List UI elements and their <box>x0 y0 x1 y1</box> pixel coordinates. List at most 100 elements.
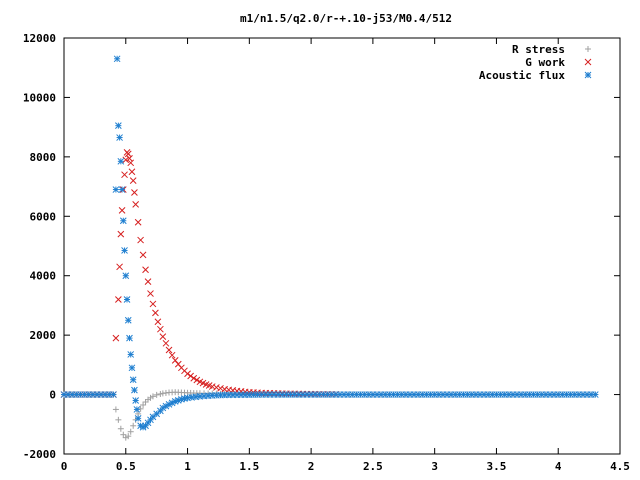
x-tick-label: 4.5 <box>610 460 630 473</box>
axes-ticks: 0 0.5 1 1.5 2 2.5 3 3.5 4 4.5 -2000 0 2000 4000 6000 80… <box>23 32 630 473</box>
series-g-work <box>60 149 340 398</box>
x-tick-label: 4 <box>555 460 562 473</box>
x-tick-label: 1.5 <box>239 460 259 473</box>
data-point <box>129 376 137 384</box>
data-point <box>128 168 136 176</box>
data-point <box>137 236 144 244</box>
data-point <box>115 296 122 303</box>
data-point <box>139 251 147 259</box>
data-point <box>147 290 154 297</box>
x-tick-label: 2 <box>308 460 315 473</box>
data-point <box>126 334 133 342</box>
data-point <box>153 410 161 418</box>
legend-marker <box>584 58 592 66</box>
data-point <box>154 318 162 326</box>
data-point <box>112 186 120 193</box>
data-point <box>149 393 156 400</box>
data-point <box>126 154 133 162</box>
y-tick-label: 6000 <box>30 210 57 223</box>
data-point <box>127 159 135 167</box>
data-point <box>144 278 152 286</box>
data-point <box>165 346 173 354</box>
data-point <box>122 156 130 164</box>
data-point <box>187 372 194 380</box>
data-point <box>208 383 216 390</box>
data-point <box>115 416 122 423</box>
data-point <box>217 384 224 392</box>
legend-marker <box>585 46 591 52</box>
data-point <box>132 201 140 208</box>
data-point <box>190 374 198 382</box>
y-tick-label: 10000 <box>23 91 56 104</box>
data-point <box>134 414 142 422</box>
chart-title: m1/n1.5/q2.0/r-+.10-j53/M0.4/512 <box>240 12 452 25</box>
y-tick-label: 8000 <box>30 151 57 164</box>
data-point <box>115 122 122 130</box>
data-point <box>153 391 160 398</box>
data-points <box>60 55 599 441</box>
data-point <box>125 433 132 440</box>
data-point <box>116 134 123 141</box>
data-point <box>184 370 191 378</box>
data-point <box>112 334 120 342</box>
data-point <box>149 300 157 308</box>
data-point <box>113 55 121 63</box>
data-point <box>134 218 142 226</box>
y-tick-label: 2000 <box>30 329 57 342</box>
data-point <box>137 405 144 412</box>
data-point <box>112 406 119 413</box>
data-point <box>174 397 182 404</box>
x-tick-label: 3 <box>431 460 438 473</box>
x-tick-label: 3.5 <box>487 460 507 473</box>
y-tick-label: 4000 <box>30 270 57 283</box>
series-acoustic-flux <box>60 55 599 431</box>
data-point <box>129 177 137 184</box>
data-point <box>591 391 599 398</box>
data-point <box>117 425 124 432</box>
legend-label: R stress <box>512 43 565 56</box>
data-point <box>127 351 135 358</box>
data-point <box>213 384 220 391</box>
x-tick-label: 2.5 <box>363 460 383 473</box>
data-point <box>159 333 167 340</box>
legend-marker <box>584 71 592 79</box>
legend-label: Acoustic flux <box>479 69 565 82</box>
data-point <box>168 351 176 359</box>
data-point <box>124 316 132 324</box>
data-point <box>133 406 141 413</box>
data-point <box>157 325 164 333</box>
data-point <box>118 186 126 193</box>
y-tick-label: 12000 <box>23 32 56 45</box>
data-point <box>118 206 126 214</box>
data-point <box>121 247 128 254</box>
data-point <box>119 217 127 225</box>
data-point <box>193 376 201 384</box>
x-tick-label: 0.5 <box>116 460 136 473</box>
data-point <box>116 263 123 271</box>
data-point <box>149 413 157 421</box>
data-point <box>127 428 134 435</box>
x-tick-label: 0 <box>61 460 68 473</box>
data-point <box>131 189 138 196</box>
data-point <box>124 150 132 158</box>
data-point <box>117 157 125 165</box>
legend-label: G work <box>525 56 565 69</box>
data-point <box>142 266 149 274</box>
data-point <box>117 230 125 238</box>
data-point <box>121 171 128 179</box>
data-point <box>152 309 159 317</box>
y-tick-label: -2000 <box>23 448 56 461</box>
x-tick-label: 1 <box>184 460 191 473</box>
data-point <box>128 364 136 372</box>
data-point <box>132 397 140 404</box>
data-point <box>130 422 137 429</box>
data-point <box>110 391 117 398</box>
data-point <box>131 386 138 394</box>
data-point <box>162 339 170 347</box>
plot-area-frame <box>63 37 621 455</box>
y-tick-label: 0 <box>49 389 56 402</box>
data-point <box>122 272 130 280</box>
